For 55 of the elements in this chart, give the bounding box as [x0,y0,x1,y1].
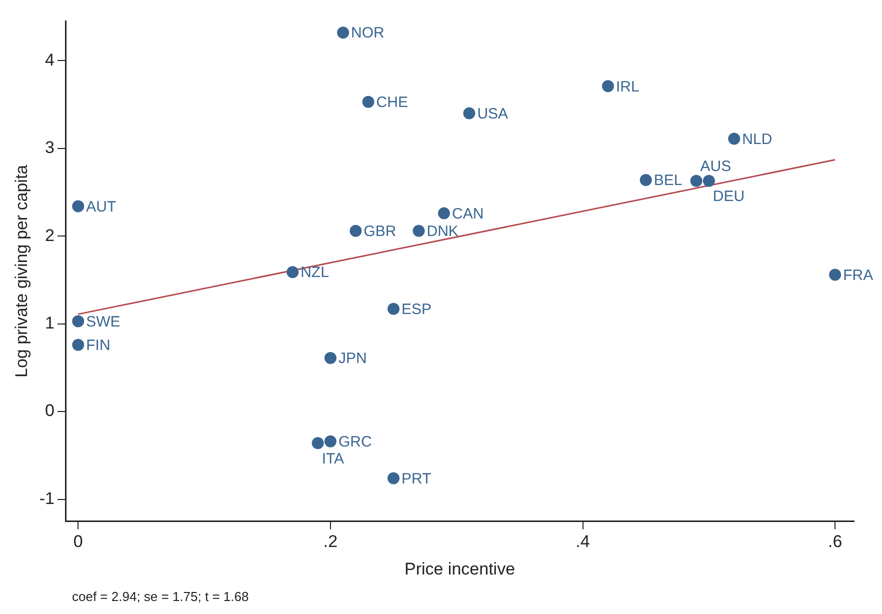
y-tick-label: 4 [45,50,55,70]
data-label: AUT [86,198,116,216]
point [312,437,324,450]
y-tick-label: 1 [45,314,55,333]
data-label: NLD [742,130,772,148]
point [728,132,740,145]
y-tick-label: 2 [45,226,55,245]
y-tick-label: 3 [45,138,55,158]
text: coef = 2.94; se = 1.75; t = 1.68 [72,589,249,604]
data-label: CAN [452,205,484,222]
point [388,302,400,315]
point [702,174,715,187]
data-label: GBR [364,222,396,240]
point [602,80,614,92]
point [72,315,84,328]
point [72,338,84,351]
data-label: SWE [86,313,120,330]
data-label: USA [477,105,508,122]
y-tick-label: 0 [45,401,55,420]
point [337,26,350,39]
point [72,200,84,212]
point [286,266,299,278]
y-axis-title: Log private giving per capita [12,164,31,378]
y-tick-label: -1 [39,488,55,508]
point [324,435,336,448]
data-label: CHE [376,94,408,112]
point [640,174,652,186]
data-label: ITA [322,450,344,468]
data-label: IRL [616,78,640,96]
x-tick-label: .4 [576,532,590,552]
data-label: GRC [338,434,372,451]
point [324,352,336,364]
x-tick-label: .6 [828,532,842,552]
x-tick-label: .2 [323,532,338,552]
point [412,224,425,237]
point [350,224,362,237]
data-label: JPN [338,350,367,368]
data-label: DEU [712,188,745,205]
data-label: AUS [700,158,732,175]
point [829,268,842,281]
data-label: PRT [402,470,432,488]
point [388,472,400,484]
data-label: NZL [300,264,329,282]
data-label: BEL [654,172,682,190]
data-label: NOR [351,24,385,42]
data-label: DNK [426,222,458,240]
data-label: FIN [86,337,110,354]
x-axis-title: Price incentive [404,559,516,578]
x-tick-label: 0 [73,532,83,552]
point [362,96,374,108]
point [463,107,476,120]
data-label: ESP [402,301,432,318]
point [438,207,450,220]
data-label: FRA [843,266,874,284]
point [690,174,702,187]
